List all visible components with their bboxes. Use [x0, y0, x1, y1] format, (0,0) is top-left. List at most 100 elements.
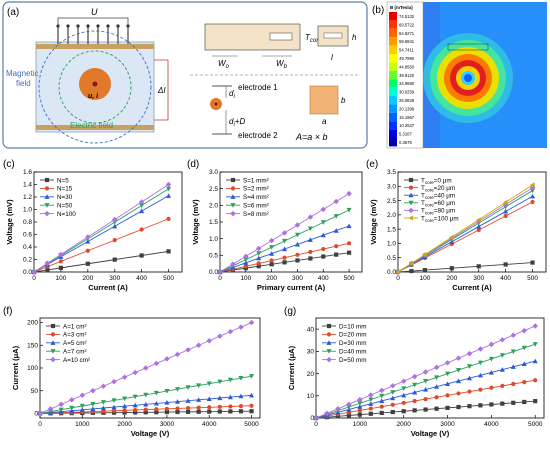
data-point	[111, 378, 117, 385]
legend-label: Tcore=40 μm	[421, 193, 455, 201]
y-tick-label: 1.0	[23, 207, 32, 214]
x-tick-label: 2000	[117, 421, 132, 428]
panel-d: (d) 0 100 200 300 400 500 0.0 0.5 1.0 1.5 2.0 2.5 3.0…	[187, 159, 363, 292]
bottom-electrode-plate	[36, 125, 154, 130]
y-tick-label: 1.0	[387, 241, 396, 248]
color-scale-swatch	[389, 62, 397, 71]
x-tick-label: 1000	[353, 421, 368, 428]
y-tick-label: 0.0	[387, 269, 396, 276]
legend-marker	[44, 194, 50, 199]
data-point	[153, 390, 159, 396]
data-point	[379, 404, 384, 409]
voltage-label: U	[91, 7, 98, 17]
color-scale-swatch	[389, 104, 397, 113]
data-point	[79, 407, 85, 412]
data-point	[111, 408, 117, 413]
data-point	[401, 400, 406, 405]
data-point	[112, 238, 117, 243]
data-point	[111, 398, 117, 403]
data-point	[445, 405, 450, 410]
y-tick-label: 1.6	[23, 169, 32, 176]
data-point	[510, 332, 517, 338]
x-tick-label: 0	[218, 275, 222, 282]
data-point	[511, 381, 516, 387]
y-tick-label: 3.5	[387, 169, 396, 176]
data-point	[321, 254, 326, 259]
data-point	[532, 342, 538, 347]
core-inner-slot	[269, 32, 293, 41]
data-point	[139, 227, 144, 232]
conductor-label: u, i	[88, 93, 99, 100]
data-point	[521, 327, 527, 334]
data-point	[503, 208, 509, 214]
wo-label: Wo	[218, 59, 230, 70]
color-scale-title: B [mTesla]	[390, 5, 413, 10]
panel-g: (g) 0 1000 2000 3000 4000 5000 0 10 20 30 40 Voltage…	[284, 306, 545, 438]
y-tick-label: 150	[27, 342, 38, 349]
x-tick-label: 5000	[528, 421, 543, 428]
data-point	[47, 406, 54, 412]
data-point	[282, 260, 287, 265]
data-point	[502, 201, 509, 208]
data-point	[422, 369, 429, 375]
data-point	[334, 244, 339, 249]
current-wire	[154, 59, 169, 121]
data-point	[217, 409, 222, 414]
field-core	[464, 74, 472, 82]
data-point	[85, 261, 90, 266]
data-point	[466, 375, 472, 381]
data-point	[243, 264, 248, 269]
panel-e: (e) 0 100 200 300 400 500 0.0 0.5 1.0 1.5 2.0 2.5 3.0…	[366, 159, 547, 292]
di-d-label: di+D	[229, 117, 245, 128]
delta-i-label: ΔI	[157, 86, 166, 95]
data-point	[139, 208, 145, 214]
panel-a: (a) U u, i Magnetic field Electric field	[2, 1, 368, 149]
data-point	[165, 181, 172, 188]
electric-field-circle	[58, 50, 132, 124]
data-point	[282, 255, 287, 260]
legend-label: A=1 cm²	[63, 323, 87, 330]
legend-label: D=20 mm	[339, 332, 366, 339]
color-scale-value: 54.7411	[399, 48, 414, 53]
data-point	[185, 409, 191, 414]
color-scale-value: 64.6271	[399, 31, 415, 36]
magnetic-field-circle	[38, 30, 152, 144]
data-point	[185, 398, 191, 403]
legend-label: Tcore=0 μm	[421, 177, 452, 185]
data-point	[488, 369, 494, 375]
data-point	[100, 400, 106, 405]
data-point	[346, 404, 352, 410]
data-point	[530, 182, 535, 188]
data-point	[333, 198, 339, 205]
data-point	[379, 410, 384, 416]
data-point	[85, 248, 90, 253]
data-point	[112, 257, 117, 262]
data-point	[409, 268, 414, 274]
data-point	[164, 356, 170, 362]
data-point	[206, 337, 212, 344]
data-point	[238, 324, 244, 330]
data-point	[206, 381, 212, 387]
core-schematic: Tcore Wo Wb h l	[190, 23, 360, 76]
legend-label: D=10 mm	[339, 323, 366, 330]
legend-label: S=6 mm²	[243, 203, 269, 210]
a-label: a	[322, 117, 327, 126]
b-label: b	[341, 96, 346, 105]
legend-marker	[230, 177, 236, 183]
x-tick-label: 4000	[202, 421, 217, 428]
data-point	[456, 404, 461, 410]
data-point	[100, 383, 107, 389]
data-point	[467, 404, 472, 409]
data-point	[449, 266, 454, 271]
color-scale-swatch	[389, 112, 397, 122]
x-tick-label: 2000	[396, 421, 411, 428]
x-tick-label: 500	[344, 275, 355, 282]
data-point	[522, 399, 527, 405]
data-point	[185, 347, 191, 353]
legend-label: S=2 mm²	[243, 186, 269, 193]
data-point	[346, 190, 352, 197]
data-point	[412, 398, 417, 404]
data-point	[307, 214, 314, 220]
panel-a-label: (a)	[7, 7, 19, 18]
data-point	[324, 410, 330, 417]
